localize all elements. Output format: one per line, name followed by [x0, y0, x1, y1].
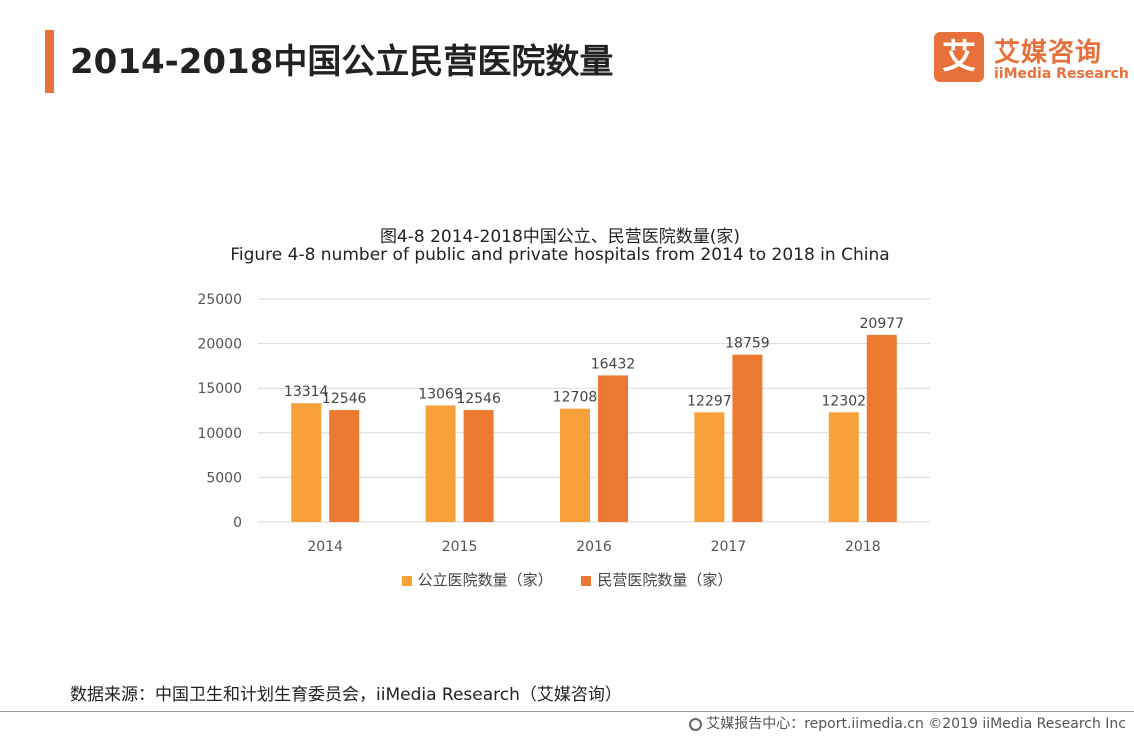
bar-private-2014 — [329, 410, 360, 522]
report-center-icon — [689, 718, 703, 731]
x-tick-label-2015: 2015 — [442, 539, 478, 555]
y-tick-label-5000: 5000 — [206, 470, 242, 486]
logo-name-en: iiMedia Research — [994, 66, 1129, 82]
bar-private-2015 — [463, 410, 494, 522]
chart-subtitle: Figure 4-8 number of public and private … — [230, 245, 890, 265]
bar-public-2018 — [828, 412, 859, 522]
bar-public-2017 — [694, 412, 725, 522]
bar-private-2018 — [866, 334, 897, 522]
y-tick-label-0: 0 — [233, 515, 242, 531]
footer-copyright: 艾媒报告中心：report.iimedia.cn ©2019 iiMedia R… — [689, 713, 1126, 733]
legend-label-private: 民营医院数量（家） — [597, 571, 733, 589]
title-accent-bar — [45, 30, 54, 93]
legend-item-private: 民营医院数量（家） — [581, 569, 732, 590]
bar-public-2014 — [291, 403, 322, 522]
bar-public-2015 — [425, 405, 456, 522]
data-label-public-2015: 13069 — [418, 386, 463, 402]
data-label-public-2017: 12297 — [687, 393, 732, 409]
iimedia-logo: 艾 艾媒咨询 iiMedia Research — [934, 32, 1129, 86]
chart-legend: 公立医院数量（家） 民营医院数量（家） — [0, 569, 1134, 590]
legend-label-public: 公立医院数量（家） — [417, 571, 553, 589]
data-label-public-2018: 12302 — [822, 393, 867, 409]
logo-name-cn: 艾媒咨询 — [994, 38, 1103, 68]
data-label-private-2017: 18759 — [725, 336, 770, 352]
data-source-note: 数据来源：中国卫生和计划生育委员会，iiMedia Research（艾媒咨询） — [70, 685, 622, 705]
data-label-public-2016: 12708 — [553, 390, 598, 406]
bar-private-2016 — [598, 375, 628, 522]
x-tick-label-2017: 2017 — [711, 539, 747, 555]
data-label-private-2015: 12546 — [456, 391, 501, 407]
y-tick-label-15000: 15000 — [197, 381, 242, 397]
legend-swatch-public — [401, 575, 412, 586]
chart-title: 图4-8 2014-2018中国公立、民营医院数量(家) — [379, 227, 741, 247]
legend-swatch-private — [581, 575, 592, 586]
y-tick-label-20000: 20000 — [197, 337, 242, 353]
x-tick-label-2014: 2014 — [307, 539, 343, 555]
data-label-public-2014: 13314 — [284, 384, 329, 400]
bar-public-2016 — [560, 408, 590, 522]
x-tick-label-2018: 2018 — [845, 539, 881, 555]
logo-mark-icon: 艾 — [934, 32, 984, 82]
legend-item-public: 公立医院数量（家） — [401, 569, 553, 590]
x-tick-label-2016: 2016 — [576, 539, 612, 555]
data-label-private-2014: 12546 — [322, 391, 367, 407]
y-tick-label-25000: 25000 — [197, 292, 242, 308]
footer-divider — [0, 711, 1134, 712]
bar-chart: 0500010000150002000025000133141254620141… — [197, 292, 930, 555]
bar-private-2017 — [732, 354, 763, 522]
data-label-private-2018: 20977 — [860, 316, 905, 332]
page-title: 2014-2018中国公立民营医院数量 — [70, 42, 614, 82]
footer-copyright-text: 艾媒报告中心：report.iimedia.cn ©2019 iiMedia R… — [706, 716, 1126, 732]
y-tick-label-10000: 10000 — [197, 426, 242, 442]
data-label-private-2016: 16432 — [591, 356, 636, 372]
